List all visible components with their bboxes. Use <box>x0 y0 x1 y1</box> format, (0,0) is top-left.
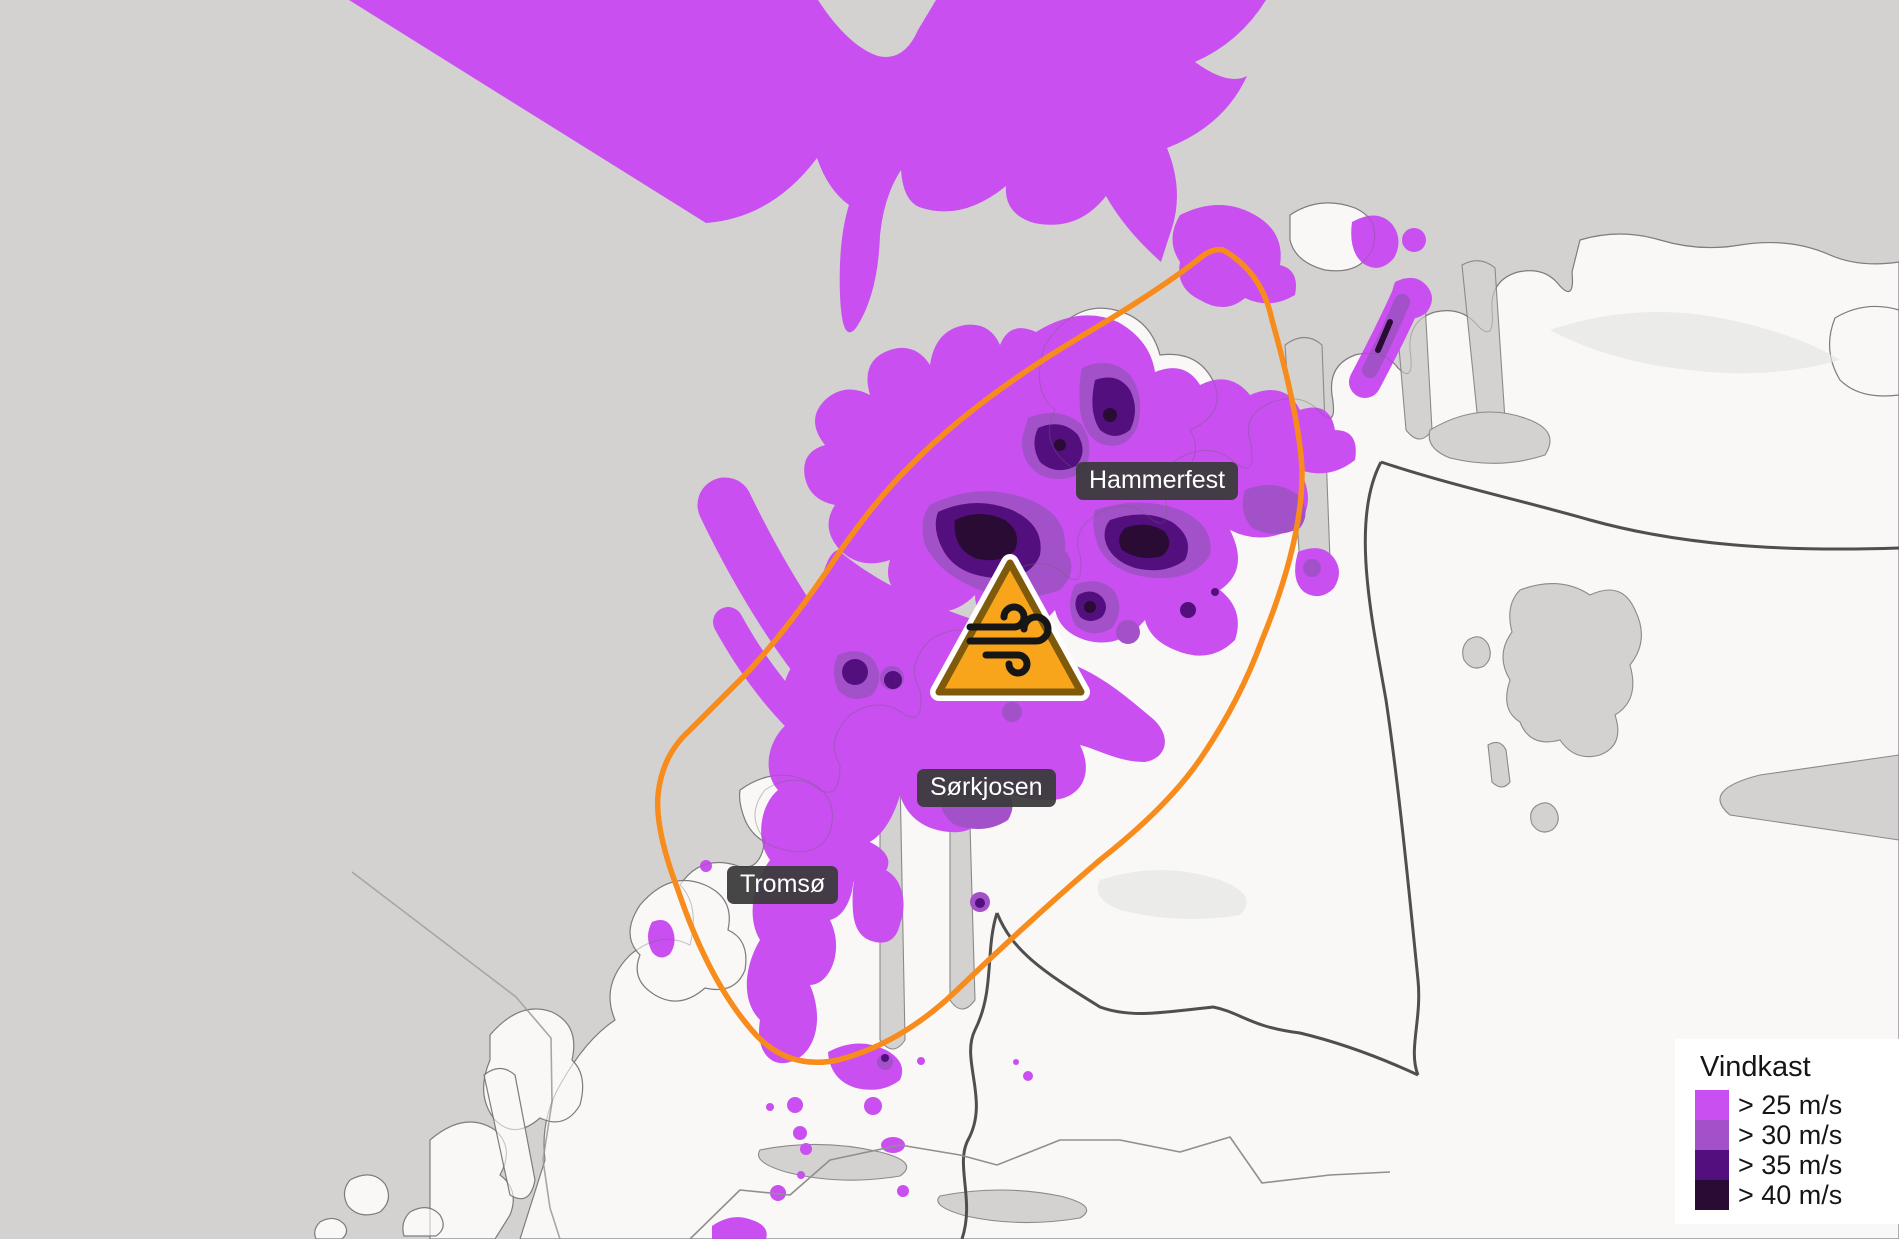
legend-item: > 35 m/s <box>1695 1150 1899 1180</box>
legend-label: > 40 m/s <box>1738 1179 1843 1210</box>
legend-title: Vindkast <box>1700 1051 1811 1083</box>
legend-label: > 35 m/s <box>1738 1149 1843 1180</box>
warning-area-outline <box>654 246 1305 1065</box>
city-label-sorkjosen: Sørkjosen <box>917 769 1056 807</box>
legend-swatch-30 <box>1695 1120 1729 1150</box>
legend-item: > 25 m/s <box>1695 1090 1899 1120</box>
legend-label: > 30 m/s <box>1738 1119 1843 1150</box>
legend-label: > 25 m/s <box>1738 1089 1843 1120</box>
legend-swatch-35 <box>1695 1150 1729 1180</box>
city-label-hammerfest: Hammerfest <box>1076 462 1239 500</box>
legend-swatch-25 <box>1695 1090 1729 1120</box>
city-label-tromso: Tromsø <box>727 866 839 904</box>
wind-icon <box>966 603 1052 677</box>
legend: Vindkast > 25 m/s > 30 m/s > 35 m/s > 40… <box>1675 1039 1899 1224</box>
wind-warning-icon <box>930 554 1090 701</box>
wind-gust-area-40ms <box>954 319 1393 613</box>
legend-item: > 40 m/s <box>1695 1180 1899 1210</box>
lake-inari <box>1502 583 1642 758</box>
legend-swatch-40 <box>1695 1180 1729 1210</box>
legend-rows: > 25 m/s > 30 m/s > 35 m/s > 40 m/s <box>1695 1090 1899 1210</box>
country-borders <box>689 460 1899 1239</box>
legend-item: > 30 m/s <box>1695 1120 1899 1150</box>
